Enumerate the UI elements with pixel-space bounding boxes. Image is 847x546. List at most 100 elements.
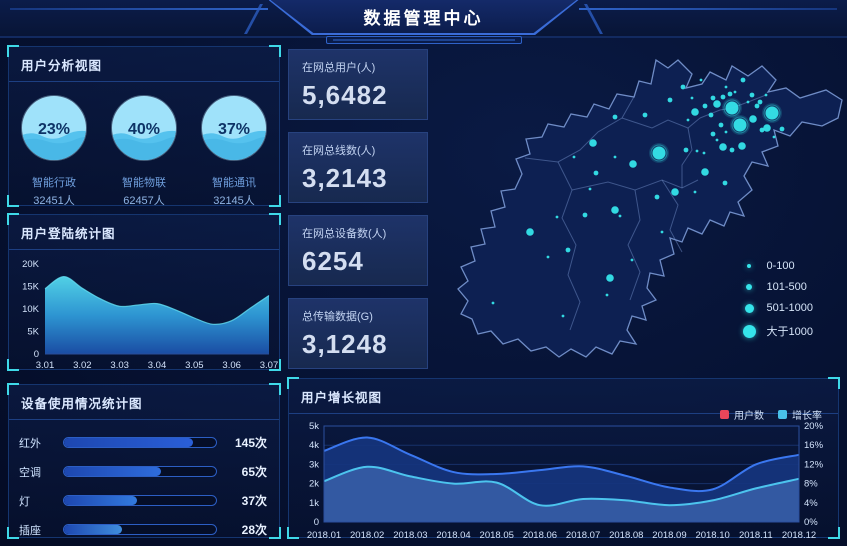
map-dot: [565, 247, 571, 253]
gauge-circle: 23%: [21, 95, 87, 161]
map-dot: [720, 94, 726, 100]
corner-bracket: [269, 45, 281, 57]
map-dot: [613, 155, 617, 159]
stat-card: 在网总线数(人) 3,2143: [288, 132, 428, 203]
legend-swatch: [778, 410, 787, 419]
device-bar-list: 红外145次空调65次灯37次插座28次窗帘24次: [9, 420, 279, 546]
x-axis-label: 2018.04: [436, 530, 470, 541]
map-dot: [611, 206, 619, 214]
map-dot: [710, 95, 716, 101]
corner-bracket: [269, 359, 281, 371]
x-axis-label: 3.01: [36, 360, 55, 371]
x-axis-label: 3.05: [185, 360, 204, 371]
map-dot: [749, 92, 755, 98]
header-decoration-bar: [325, 36, 522, 44]
map-dot: [759, 127, 765, 133]
page-title: 数据管理中心: [363, 9, 484, 28]
map-dot: [710, 131, 716, 137]
gauge-row: 23% 智能行政 32451人 40% 智能物联 62457人 37% 智能通讯 32145人: [9, 92, 279, 208]
device-bar-label: 空调: [19, 466, 41, 479]
map-dot: [691, 108, 699, 116]
right-axis-label: 4%: [804, 498, 818, 509]
map-dot: [693, 190, 697, 194]
corner-bracket: [7, 359, 19, 371]
right-axis-label: 8%: [804, 479, 818, 490]
map-dot: [671, 188, 679, 196]
map-dot: [605, 293, 609, 297]
x-axis-label: 2018.05: [480, 530, 514, 541]
left-axis-label: 0: [314, 517, 319, 528]
device-bar-track: [63, 437, 217, 448]
gauge-circle: 40%: [111, 95, 177, 161]
map-dot: [654, 194, 660, 200]
map-dot: [612, 114, 618, 120]
device-bar-row: 空调 65次: [19, 463, 267, 480]
map-region: 0-100 101-500 501-1000 大于1000: [430, 40, 847, 377]
map-legend-dot: [746, 284, 752, 290]
map-dot: [660, 230, 664, 234]
y-axis-label: 0: [34, 349, 39, 360]
map-dot-ring: [650, 144, 668, 162]
map-dot: [757, 99, 763, 105]
device-bar-value: 28次: [241, 523, 267, 537]
map-dot: [708, 112, 714, 118]
corner-bracket: [269, 195, 281, 207]
map-legend-item: 101-500: [742, 281, 814, 293]
map-dot: [642, 112, 648, 118]
y-axis-label: 15K: [22, 282, 40, 293]
growth-users-line: [323, 436, 800, 493]
map-dot: [555, 215, 559, 219]
x-axis-label: 3.06: [222, 360, 241, 371]
corner-bracket: [7, 213, 19, 225]
legend-item[interactable]: 增长率: [778, 407, 822, 422]
x-axis-label: 2018.08: [609, 530, 643, 541]
legend-item[interactable]: 用户数: [720, 407, 764, 422]
login-area: [45, 276, 269, 354]
device-bar-fill: [64, 438, 194, 447]
map-dot: [718, 122, 724, 128]
map-dot: [588, 187, 592, 191]
stat-label: 在网总设备数(人): [302, 228, 387, 240]
stat-value: 5,6482: [302, 80, 388, 110]
map-dot: [618, 214, 622, 218]
map-legend-label: 501-1000: [766, 302, 814, 314]
login-area-chart: 0 5K 10K 15K 20K 3.01 3.02 3.03 3.04 3.05 3.06 3.07: [22, 259, 278, 371]
map-district-borders: [524, 94, 767, 331]
header-title-banner-inner: 数据管理中心: [270, 0, 577, 33]
panel-title-login-stats: 用户登陆统计图: [9, 215, 279, 250]
device-bar-label: 红外: [19, 437, 41, 450]
legend-swatch: [720, 410, 729, 419]
left-axis-label: 4k: [309, 440, 319, 451]
device-bar-row: 红外 145次: [19, 434, 267, 451]
map-dot: [629, 160, 637, 168]
map-legend-label: 101-500: [766, 281, 807, 293]
map-dot: [667, 97, 673, 103]
x-axis-label: 2018.10: [695, 530, 729, 541]
x-axis-label: 2018.02: [350, 530, 384, 541]
map-dot-ring: [763, 104, 781, 122]
growth-area-chart: 0 1k 2k 3k 4k 5k 0% 4% 8% 12% 16% 20% 2018.01 2018.02…: [307, 421, 824, 541]
map-dot: [589, 139, 597, 147]
map-dot: [722, 180, 728, 186]
map-dot: [546, 255, 550, 259]
map-dot: [701, 168, 709, 176]
stat-label: 总传输数据(G): [302, 311, 373, 323]
device-bar-track: [63, 495, 217, 506]
panel-title-user-growth: 用户增长视图: [289, 379, 838, 414]
map-dot-ring: [731, 116, 749, 134]
map-dot: [686, 118, 690, 122]
gauge-label: 智能物联: [122, 177, 166, 189]
map-outline: [457, 58, 843, 358]
map-dot: [572, 155, 576, 159]
corner-bracket: [7, 527, 19, 539]
map-dot: [738, 142, 746, 150]
map-dot: [763, 124, 771, 132]
stat-value: 6254: [302, 246, 364, 276]
corner-bracket: [269, 213, 281, 225]
device-bar-label: 插座: [19, 524, 41, 537]
device-bar-fill: [64, 496, 137, 505]
map-dot: [652, 146, 666, 160]
panel-title-user-analysis: 用户分析视图: [9, 47, 279, 82]
header-title-banner: 数据管理中心: [268, 0, 579, 35]
